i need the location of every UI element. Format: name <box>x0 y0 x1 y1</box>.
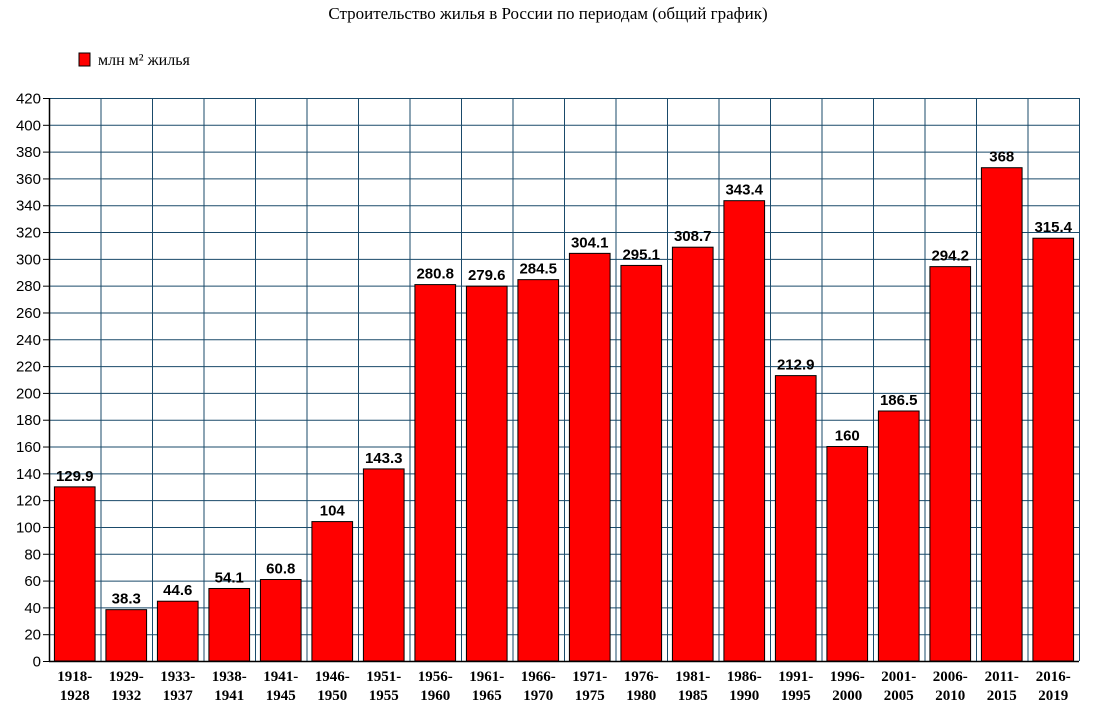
x-tick-label: 2006-2010 <box>933 669 968 704</box>
data-label: 308.7 <box>674 228 712 245</box>
x-tick-label: 2011-2015 <box>985 669 1019 704</box>
x-tick-label: 1951-1955 <box>366 669 401 704</box>
bar <box>517 279 560 662</box>
y-tick-label: 120 <box>16 493 41 510</box>
bar <box>465 285 508 662</box>
bar <box>929 266 972 662</box>
data-label: 186.5 <box>880 392 918 409</box>
data-label: 279.6 <box>468 267 506 284</box>
data-label: 38.3 <box>112 591 141 608</box>
x-tick-label: 1946-1950 <box>315 669 350 704</box>
data-label: 368 <box>989 149 1014 166</box>
grid <box>49 98 1080 662</box>
x-tick-label: 1971-1975 <box>572 669 607 704</box>
x-tick-label: 1981-1985 <box>675 669 710 704</box>
y-tick-label: 240 <box>16 332 41 349</box>
x-tick-label: 1986-1990 <box>727 669 762 704</box>
y-tick-label: 300 <box>16 251 41 268</box>
data-label: 129.9 <box>56 468 94 485</box>
bar <box>671 246 714 662</box>
y-tick-label: 60 <box>24 573 41 590</box>
chart-title: Строительство жилья в России по периодам… <box>328 4 767 23</box>
y-tick-label: 180 <box>16 412 41 429</box>
data-label: 284.5 <box>519 261 557 278</box>
bar <box>362 468 405 662</box>
data-label: 160 <box>835 428 860 445</box>
y-tick-label: 100 <box>16 519 41 536</box>
y-tick-label: 360 <box>16 171 41 188</box>
data-label: 294.2 <box>931 248 969 265</box>
bar <box>620 264 663 662</box>
x-tick-label: 1966-1970 <box>521 669 556 704</box>
y-tick-label: 420 <box>16 91 41 108</box>
data-label: 104 <box>320 503 346 520</box>
y-tick-label: 40 <box>24 600 41 617</box>
x-tick-label: 1956-1960 <box>418 669 453 704</box>
bar <box>774 375 817 662</box>
y-tick-label: 280 <box>16 278 41 295</box>
legend-label: млн м² жилья <box>98 52 190 69</box>
x-tick-label: 1991-1995 <box>778 669 813 704</box>
legend: млн м² жилья <box>78 52 190 69</box>
bar <box>259 578 302 662</box>
x-tick-label: 2016-2019 <box>1036 669 1071 704</box>
y-tick-label: 380 <box>16 144 41 161</box>
y-axis: 0 20 40 60 80 100 120 140 160 180 200 220 240 260 280 3… <box>16 91 51 671</box>
x-tick-label: 1961-1965 <box>469 669 504 704</box>
bar <box>826 446 869 662</box>
x-tick-label: 1976-1980 <box>624 669 659 704</box>
y-tick-label: 0 <box>33 654 41 671</box>
x-axis: 1918-1928 1929-1932 1933-1937 1938-1941 1941… <box>49 660 1079 704</box>
y-tick-label: 20 <box>24 627 41 644</box>
bar <box>1032 237 1075 662</box>
y-tick-label: 320 <box>16 225 41 242</box>
bar <box>723 200 766 662</box>
data-labels: 129.9 38.3 44.6 54.1 60.8 104 143.3 280.8 279.6 2… <box>56 149 1073 608</box>
y-tick-label: 200 <box>16 385 41 402</box>
data-label: 44.6 <box>163 582 192 599</box>
data-label: 280.8 <box>416 266 454 283</box>
x-tick-label: 1929-1932 <box>109 669 144 704</box>
x-tick-label: 1938-1941 <box>212 669 247 704</box>
bar <box>980 167 1023 662</box>
bar <box>877 410 920 662</box>
bar <box>105 609 148 662</box>
data-label: 304.1 <box>571 234 609 251</box>
bar <box>311 521 354 662</box>
x-tick-label: 2001-2005 <box>881 669 916 704</box>
bar <box>208 587 251 662</box>
bar <box>414 284 457 662</box>
x-tick-label: 1996-2000 <box>830 669 865 704</box>
y-tick-label: 140 <box>16 466 41 483</box>
y-tick-label: 340 <box>16 198 41 215</box>
bar <box>156 600 199 662</box>
bars <box>53 167 1075 662</box>
data-label: 143.3 <box>365 450 403 467</box>
x-tick-label: 1933-1937 <box>160 669 195 704</box>
legend-swatch <box>78 52 91 67</box>
data-label: 315.4 <box>1034 219 1072 236</box>
bar <box>568 252 611 662</box>
y-tick-label: 160 <box>16 439 41 456</box>
data-label: 343.4 <box>725 182 763 199</box>
data-label: 212.9 <box>777 357 815 374</box>
y-tick-label: 220 <box>16 359 41 376</box>
y-tick-label: 400 <box>16 117 41 134</box>
data-label: 60.8 <box>266 560 295 577</box>
x-tick-label: 1918-1928 <box>57 669 92 704</box>
y-tick-label: 80 <box>24 546 41 563</box>
data-label: 54.1 <box>215 569 244 586</box>
x-tick-label: 1941-1945 <box>263 669 298 704</box>
data-label: 295.1 <box>622 246 660 263</box>
y-tick-label: 260 <box>16 305 41 322</box>
bar <box>53 486 96 662</box>
